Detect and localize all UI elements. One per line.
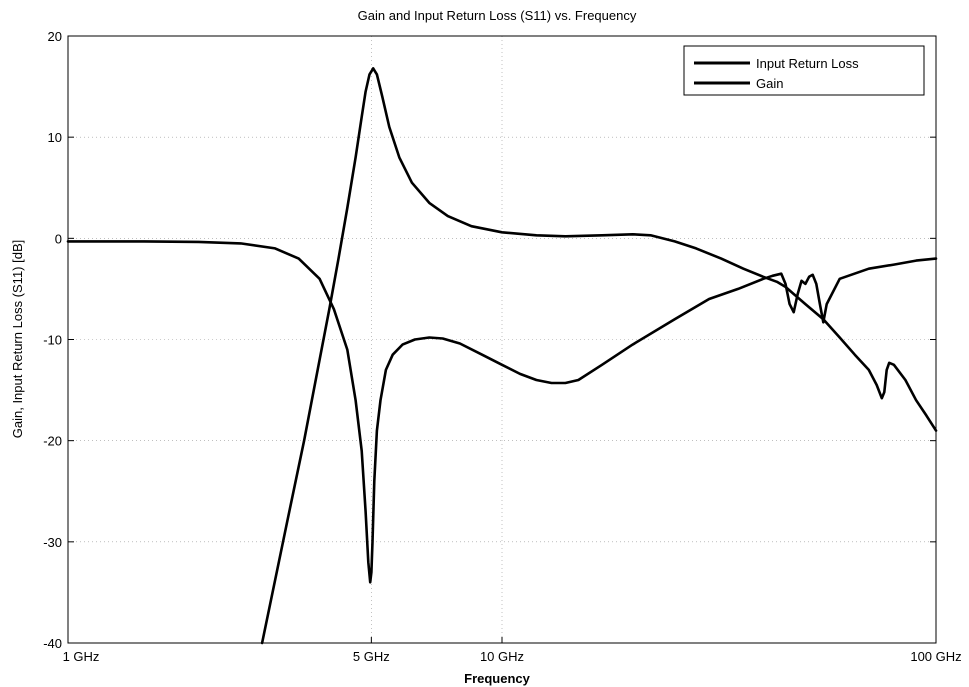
legend: Input Return Loss Gain [683, 45, 925, 96]
chart-title: Gain and Input Return Loss (S11) vs. Fre… [358, 8, 637, 23]
axis-ticks: 20 10 0 -10 -20 -30 -401 GHz 5 GHz 10 GHz 100 GHz [43, 29, 961, 664]
y-tick-label: -10 [43, 333, 62, 348]
series-group [66, 67, 938, 645]
legend-label-input-return-loss: Input Return Loss [756, 56, 859, 71]
y-tick-label: -30 [43, 535, 62, 550]
y-tick-label: -40 [43, 636, 62, 651]
x-tick-label: 10 GHz [480, 649, 524, 664]
y-axis-label: Gain, Input Return Loss (S11) [dB] [10, 240, 25, 438]
y-tick-label: 20 [48, 29, 62, 44]
x-tick-label: 100 GHz [910, 649, 961, 664]
x-axis-label: Frequency [464, 671, 531, 686]
x-tick-label: 5 GHz [353, 649, 390, 664]
x-tick-label: 1 GHz [63, 649, 100, 664]
plot-area [68, 36, 936, 643]
y-tick-label: 0 [55, 231, 62, 246]
series-line-input-return-loss [66, 240, 938, 584]
y-tick-label: -20 [43, 434, 62, 449]
legend-label-gain: Gain [756, 76, 783, 91]
y-tick-label: 10 [48, 130, 62, 145]
legend-box [683, 45, 925, 96]
series-line-gain [260, 67, 938, 645]
